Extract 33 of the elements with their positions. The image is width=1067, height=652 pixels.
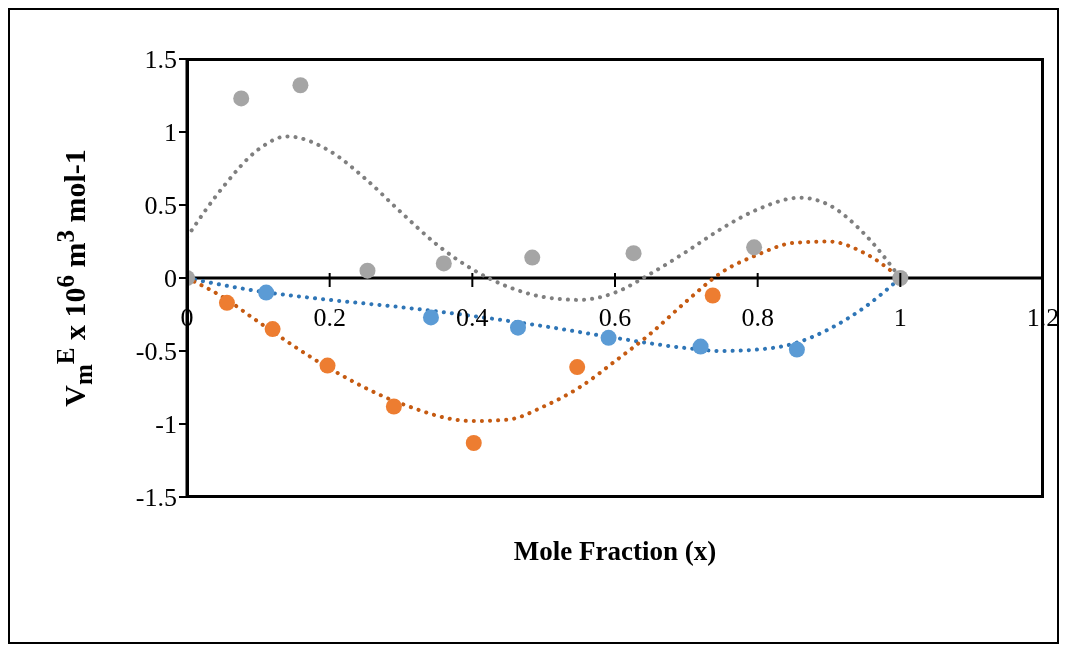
- y-tick-label: 0: [164, 264, 177, 294]
- point: [692, 338, 709, 355]
- point: [704, 287, 721, 304]
- point: [465, 434, 482, 451]
- point: [319, 357, 336, 374]
- y-tick-label: -1: [155, 410, 177, 440]
- x-tick-label: 0.2: [313, 303, 346, 332]
- point: [600, 329, 617, 346]
- point: [264, 321, 281, 338]
- point: [422, 309, 439, 326]
- point: [625, 245, 642, 262]
- point: [292, 77, 309, 94]
- y-tick-label: -1.5: [135, 483, 177, 513]
- y-tick-label: -0.5: [135, 337, 177, 367]
- x-tick-label: 0.6: [598, 303, 632, 332]
- x-tick-label: 0.8: [741, 303, 774, 332]
- point: [788, 341, 805, 358]
- point: [258, 284, 275, 301]
- x-tick-label: 0.4: [456, 303, 489, 332]
- point: [746, 239, 763, 256]
- y-tick-label: 1.5: [144, 45, 177, 75]
- y-tick-label: 0.5: [144, 191, 177, 221]
- point: [218, 294, 235, 311]
- point: [569, 359, 586, 376]
- point: [385, 398, 402, 415]
- point: [435, 255, 452, 272]
- x-axis-title: Mole Fraction (x): [512, 536, 718, 567]
- x-tick-label: 1: [893, 303, 907, 332]
- point: [359, 262, 376, 279]
- point: [233, 90, 250, 107]
- point: [524, 249, 541, 266]
- point: [509, 319, 526, 336]
- y-tick-label: 1: [164, 118, 177, 148]
